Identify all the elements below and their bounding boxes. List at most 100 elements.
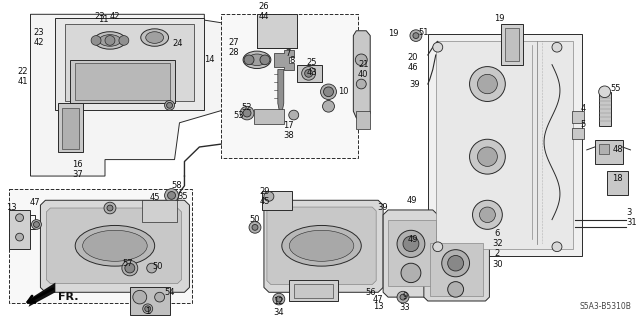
Text: 56: 56: [365, 288, 376, 297]
Circle shape: [252, 225, 258, 230]
Text: 9
33: 9 33: [399, 292, 410, 312]
Bar: [65, 24, 195, 101]
Circle shape: [301, 67, 316, 80]
Text: 1: 1: [145, 307, 150, 316]
Polygon shape: [31, 14, 229, 176]
Polygon shape: [267, 207, 376, 285]
Text: 4: 4: [581, 104, 586, 113]
Text: 13: 13: [373, 302, 383, 311]
Ellipse shape: [119, 36, 129, 45]
Text: 5: 5: [581, 120, 586, 129]
Text: 35: 35: [177, 192, 188, 201]
Text: 39: 39: [409, 79, 420, 89]
Circle shape: [289, 110, 299, 120]
Bar: [70, 60, 175, 103]
Bar: [130, 287, 170, 315]
Text: 51: 51: [418, 28, 428, 37]
Text: FR.: FR.: [58, 292, 79, 302]
Circle shape: [164, 100, 175, 110]
Bar: [254, 109, 284, 124]
Circle shape: [33, 222, 40, 227]
Text: 23
42: 23 42: [33, 28, 44, 47]
Bar: [9, 189, 193, 303]
Text: 7: 7: [285, 48, 291, 57]
Circle shape: [356, 79, 366, 89]
Text: 29
45: 29 45: [260, 187, 270, 206]
Circle shape: [321, 84, 337, 100]
Bar: [572, 128, 584, 139]
Circle shape: [155, 292, 164, 302]
Text: 52: 52: [242, 103, 252, 112]
Circle shape: [433, 242, 443, 252]
Text: 10: 10: [338, 87, 349, 96]
Text: 54: 54: [164, 288, 175, 297]
Circle shape: [397, 230, 425, 257]
Circle shape: [147, 263, 157, 273]
Text: 50: 50: [153, 262, 163, 271]
Polygon shape: [274, 50, 294, 70]
Bar: [607, 171, 628, 196]
Circle shape: [143, 304, 153, 314]
Bar: [572, 111, 584, 123]
Bar: [436, 41, 573, 249]
Bar: [297, 65, 321, 82]
Text: 19: 19: [388, 29, 398, 38]
Circle shape: [249, 222, 261, 233]
Text: 22
41: 22 41: [17, 67, 28, 86]
Bar: [257, 14, 297, 48]
Text: 53: 53: [234, 110, 244, 120]
Circle shape: [397, 291, 409, 303]
Circle shape: [15, 214, 24, 222]
Text: 11: 11: [98, 15, 108, 24]
Ellipse shape: [94, 32, 126, 49]
Bar: [289, 280, 339, 301]
Text: 26
44: 26 44: [259, 2, 269, 21]
Text: 8: 8: [289, 56, 294, 65]
Circle shape: [598, 86, 611, 98]
Text: 25
43: 25 43: [307, 58, 317, 77]
Text: 17
38: 17 38: [284, 121, 294, 140]
Circle shape: [552, 242, 562, 252]
Circle shape: [168, 191, 175, 199]
Text: 55: 55: [611, 85, 621, 93]
Text: 3
31: 3 31: [627, 208, 637, 227]
Bar: [598, 92, 611, 126]
Polygon shape: [278, 70, 284, 113]
Bar: [598, 144, 609, 154]
Text: 14: 14: [204, 55, 215, 64]
Circle shape: [410, 30, 422, 41]
Text: 39: 39: [377, 203, 387, 211]
Polygon shape: [383, 210, 438, 297]
Circle shape: [305, 70, 312, 77]
Circle shape: [133, 290, 147, 304]
Text: 42: 42: [109, 12, 120, 21]
Text: 24: 24: [172, 39, 183, 48]
Ellipse shape: [75, 226, 155, 266]
Circle shape: [145, 306, 150, 312]
Circle shape: [125, 263, 135, 273]
Bar: [388, 220, 436, 286]
Circle shape: [166, 102, 173, 108]
Ellipse shape: [83, 230, 147, 261]
Polygon shape: [353, 31, 370, 121]
Bar: [9, 210, 31, 249]
Circle shape: [470, 139, 506, 174]
Bar: [55, 18, 204, 110]
Circle shape: [477, 74, 497, 94]
Bar: [430, 243, 483, 296]
Circle shape: [31, 220, 42, 229]
Polygon shape: [424, 237, 490, 301]
Circle shape: [107, 205, 113, 211]
Circle shape: [413, 33, 419, 39]
Circle shape: [442, 250, 470, 277]
Circle shape: [477, 147, 497, 167]
Circle shape: [244, 55, 254, 65]
Ellipse shape: [243, 51, 271, 69]
Text: 48: 48: [612, 145, 623, 154]
Text: 50: 50: [250, 215, 260, 224]
Circle shape: [448, 256, 463, 271]
Text: 47: 47: [29, 198, 40, 207]
Bar: [501, 24, 523, 65]
Text: 27
28: 27 28: [229, 38, 239, 57]
Circle shape: [479, 207, 495, 223]
